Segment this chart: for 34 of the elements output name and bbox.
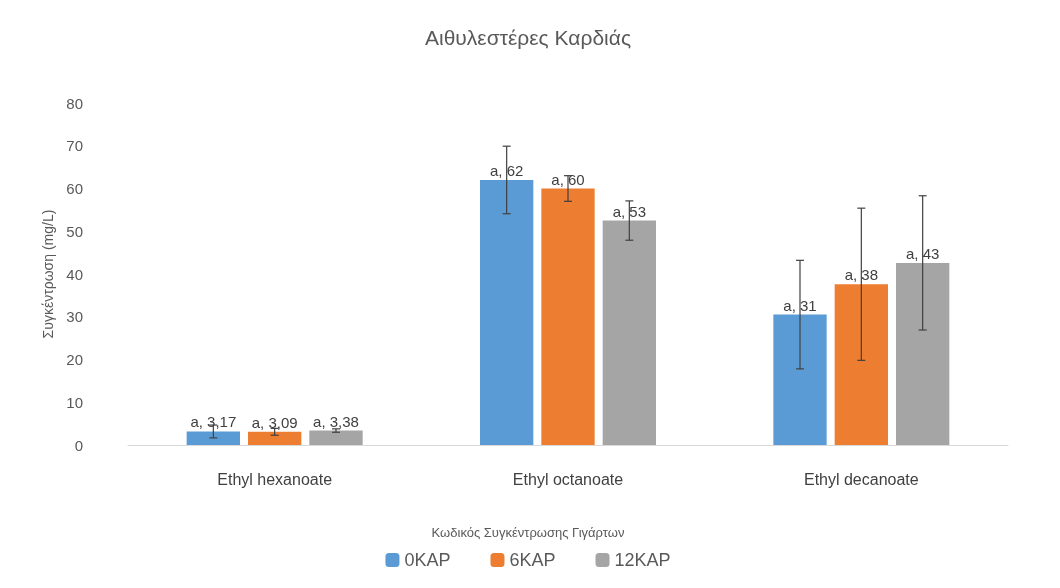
legend-title: Κωδικός Συγκέντρωσης Γιγάρτων	[431, 525, 625, 540]
data-label: a, 3,38	[313, 412, 359, 430]
y-tick-label: 30	[66, 308, 83, 326]
bar	[186, 431, 240, 445]
y-axis-title: Συγκέντρωση (mg/L)	[40, 209, 57, 339]
y-tick-label: 50	[66, 222, 83, 240]
y-tick-label: 20	[66, 351, 83, 368]
y-tick-label: 80	[66, 94, 83, 112]
bar	[248, 431, 302, 445]
legend-label: 6KAP	[509, 550, 556, 570]
chart-title: Αιθυλεστέρες Καρδιάς	[424, 26, 632, 49]
y-tick-label: 70	[66, 137, 83, 155]
data-label: a, 53	[612, 202, 647, 220]
y-tick-label: 60	[66, 180, 83, 197]
data-label: a, 43	[905, 244, 940, 262]
data-label: a, 3,17	[190, 413, 237, 431]
bar	[541, 188, 595, 445]
x-tick-label: Ethyl hexanoate	[217, 470, 333, 488]
x-tick-label: Ethyl octanoate	[512, 470, 624, 488]
legend-label: 0KAP	[404, 550, 451, 570]
y-tick-label: 10	[66, 393, 83, 411]
bar	[896, 262, 950, 445]
data-label: a, 38	[844, 266, 879, 284]
data-label: a, 3,09	[251, 413, 298, 431]
bar	[480, 179, 534, 445]
y-tick-label: 0	[74, 436, 83, 454]
x-tick-label: Ethyl decanoate	[803, 470, 919, 488]
y-tick-label: 40	[66, 265, 83, 283]
legend-label: 12KAP	[614, 550, 671, 570]
bar	[602, 220, 656, 445]
bar	[834, 284, 888, 445]
bar	[309, 430, 363, 445]
data-label: a, 62	[489, 161, 524, 179]
bar	[773, 314, 827, 445]
